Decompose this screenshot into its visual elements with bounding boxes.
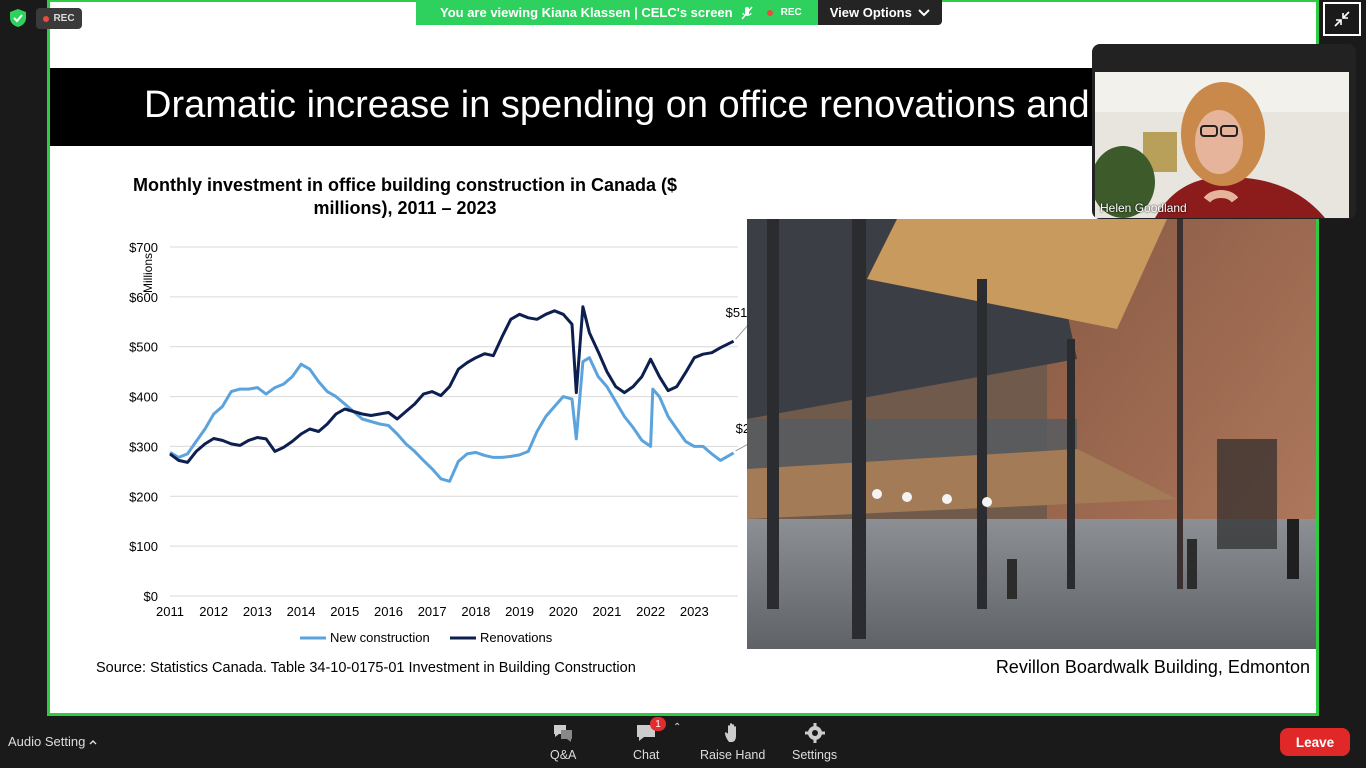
hand-icon	[724, 723, 736, 742]
chevron-down-icon	[918, 8, 930, 16]
participant-name: Helen Goodland	[1100, 201, 1187, 215]
y-tick-label: $100	[129, 539, 158, 554]
y-tick-label: $700	[129, 240, 158, 255]
qa-label: Q&A	[550, 748, 577, 762]
meeting-toolbar: Audio Setting Q&A Chat Raise Hand	[0, 716, 1366, 768]
y-tick-label: $600	[129, 290, 158, 305]
rec-label: REC	[53, 13, 75, 24]
muted-mic-icon	[741, 6, 753, 19]
settings-label: Settings	[792, 748, 838, 762]
qa-icon	[554, 725, 573, 742]
participant-video-tile[interactable]: Helen Goodland	[1092, 44, 1356, 219]
x-tick-label: 2020	[549, 604, 578, 619]
x-tick-label: 2011	[156, 604, 184, 619]
y-axis-label: Millions	[141, 253, 155, 293]
line-chart: $0 $100 $200 $300 $400 $500 $600 $700 2011 2012 20…	[129, 240, 760, 645]
rec-dot-icon	[766, 9, 773, 16]
exit-fullscreen-icon	[1334, 11, 1350, 27]
view-options-button[interactable]: View Options	[817, 0, 942, 25]
series-line-new-construction	[169, 356, 735, 483]
y-tick-label: $300	[129, 439, 158, 454]
shield-icon[interactable]	[8, 8, 28, 28]
settings-button[interactable]: Settings	[792, 722, 837, 762]
x-tick-label: 2022	[636, 604, 665, 619]
chat-button[interactable]: Chat	[633, 722, 659, 762]
source-note: Source: Statistics Canada. Table 34-10-0…	[96, 660, 636, 676]
qa-button[interactable]: Q&A	[550, 722, 576, 762]
legend-label: New construction	[330, 630, 430, 645]
chat-label: Chat	[633, 748, 660, 762]
chart-title: Monthly investment in office building co…	[132, 175, 678, 218]
x-tick-label: 2019	[505, 604, 534, 619]
legend-label: Renovations	[480, 630, 553, 645]
slide-title: Dramatic increase in spending on office …	[144, 84, 1090, 126]
view-options-label: View Options	[829, 5, 912, 20]
y-tick-label: $500	[129, 340, 158, 355]
audio-setting-label: Audio Setting	[8, 734, 86, 749]
raise-hand-button[interactable]: Raise Hand	[700, 722, 765, 762]
x-tick-label: 2017	[418, 604, 447, 619]
viewing-banner: You are viewing Kiana Klassen | CELC's s…	[416, 0, 942, 25]
viewing-status: You are viewing Kiana Klassen | CELC's s…	[416, 0, 818, 25]
x-tick-label: 2018	[461, 604, 490, 619]
x-tick-label: 2013	[243, 604, 272, 619]
chat-options-caret-icon[interactable]: ⌃	[673, 722, 682, 733]
x-tick-label: 2012	[199, 604, 228, 619]
gear-icon	[804, 723, 825, 743]
x-tick-label: 2016	[374, 604, 403, 619]
photo-caption: Revillon Boardwalk Building, Edmonton	[995, 657, 1310, 677]
y-tick-label: $200	[129, 489, 158, 504]
rec-dot-icon	[43, 15, 50, 22]
audio-setting-button[interactable]: Audio Setting	[8, 734, 97, 749]
x-tick-label: 2014	[287, 604, 316, 619]
banner-rec-label: REC	[780, 7, 802, 18]
chat-unread-badge: 1	[650, 717, 666, 731]
y-tick-label: $0	[144, 589, 158, 604]
recording-indicator[interactable]: REC	[36, 8, 82, 29]
participant-video	[1095, 72, 1349, 218]
raise-hand-label: Raise Hand	[700, 748, 766, 762]
x-tick-label: 2023	[680, 604, 709, 619]
leave-button[interactable]: Leave	[1280, 728, 1350, 756]
series-line-renovations	[169, 305, 735, 464]
x-tick-label: 2015	[330, 604, 359, 619]
exit-fullscreen-button[interactable]	[1323, 2, 1361, 36]
building-photo	[747, 219, 1316, 649]
y-tick-label: $400	[129, 390, 158, 405]
x-tick-label: 2021	[592, 604, 621, 619]
chat-icon	[637, 725, 656, 741]
chevron-up-icon	[89, 739, 97, 744]
viewing-text: You are viewing Kiana Klassen | CELC's s…	[440, 5, 733, 20]
